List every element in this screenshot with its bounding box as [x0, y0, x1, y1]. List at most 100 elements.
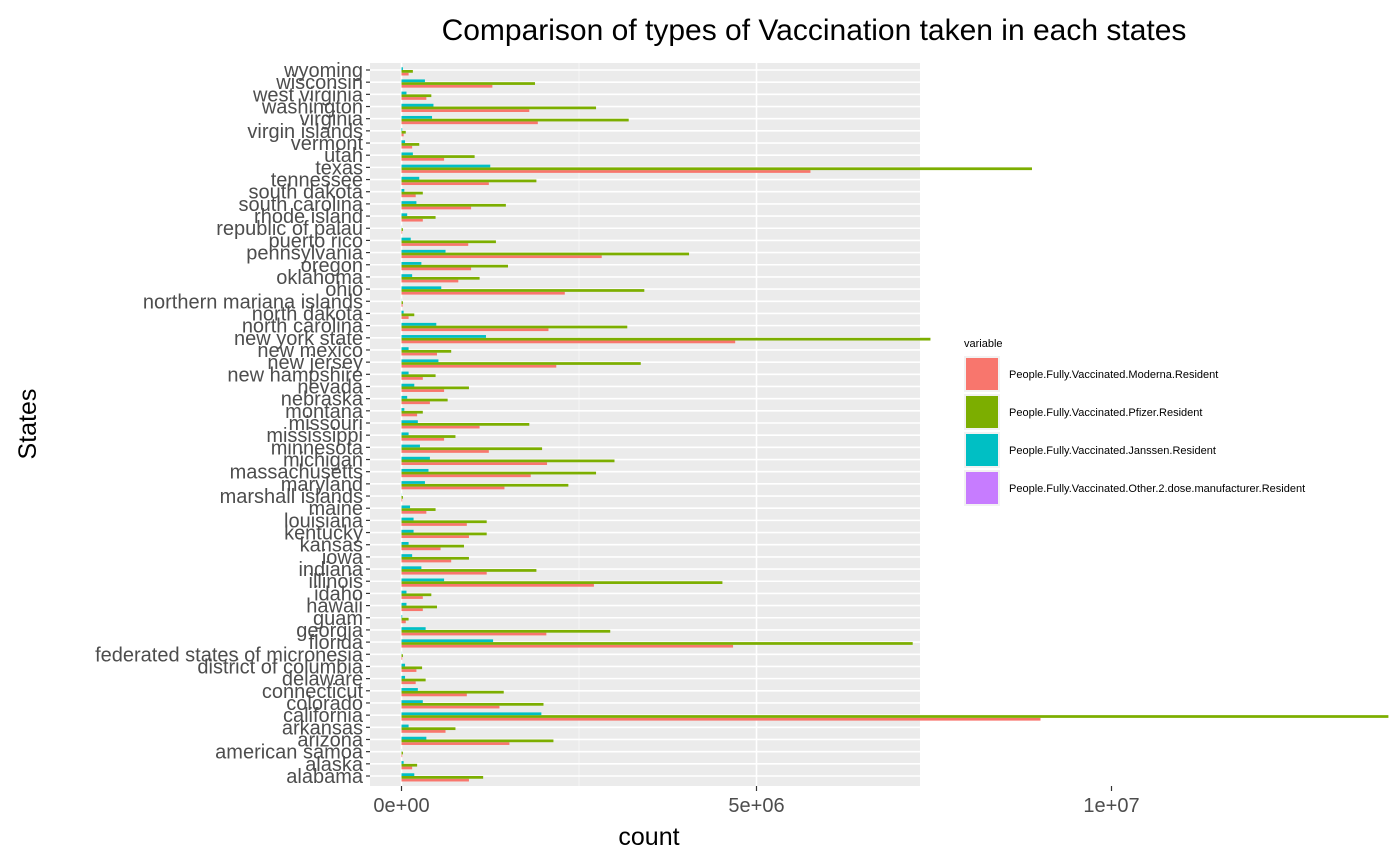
- bar-2: [401, 654, 403, 658]
- bar-3: [401, 152, 413, 156]
- bar-3: [401, 201, 417, 204]
- legend-title: variable: [964, 338, 1003, 350]
- bars: [401, 67, 1389, 782]
- bar-1: [401, 413, 418, 417]
- bar-1: [401, 730, 446, 733]
- bar-1: [401, 766, 413, 770]
- bar-1: [401, 230, 403, 234]
- bar-1: [401, 97, 427, 100]
- bar-1: [401, 632, 547, 636]
- bar-3: [401, 675, 406, 679]
- bar-1: [401, 450, 489, 453]
- bar-1: [401, 401, 430, 405]
- bar-2: [401, 483, 569, 487]
- bar-3: [401, 578, 445, 582]
- y-tick-label: montana: [285, 401, 364, 423]
- bar-3: [401, 761, 404, 764]
- bar-3: [401, 347, 409, 350]
- y-tick-label: vermont: [291, 133, 364, 155]
- bar-1: [401, 681, 416, 685]
- bar-1: [401, 523, 467, 526]
- bar-1: [401, 121, 538, 125]
- bar-2: [401, 313, 415, 317]
- bar-2: [401, 337, 931, 341]
- bar-2: [401, 581, 723, 584]
- bar-3: [401, 712, 542, 716]
- bar-3: [401, 481, 425, 484]
- bar-2: [401, 496, 403, 499]
- y-tick-label: ohio: [325, 279, 363, 301]
- bar-2: [401, 130, 406, 134]
- y-tick-label: new hampshire: [227, 364, 363, 386]
- bar-1: [401, 218, 423, 222]
- bar-3: [401, 322, 437, 326]
- chart-title: Comparison of types of Vaccination taken…: [442, 14, 1187, 47]
- bar-3: [401, 736, 427, 740]
- bar-1: [401, 304, 403, 307]
- y-tick-label: colorado: [286, 693, 363, 715]
- y-tick-label: delaware: [282, 669, 363, 691]
- bar-3: [401, 262, 422, 265]
- bar-2: [401, 106, 597, 110]
- bar-1: [401, 693, 467, 697]
- bar-1: [401, 267, 472, 271]
- y-tick-label: iowa: [322, 547, 364, 569]
- bar-2: [401, 82, 535, 85]
- bar-1: [401, 742, 510, 745]
- y-tick-label: arizona: [297, 729, 363, 751]
- bar-3: [401, 627, 426, 630]
- bar-3: [401, 286, 442, 290]
- y-tick-label: california: [283, 705, 364, 727]
- y-tick-label: louisiana: [284, 510, 364, 532]
- bar-1: [401, 157, 445, 161]
- bar-2: [401, 556, 469, 560]
- bar-1: [401, 145, 413, 149]
- x-tick-label: 1e+07: [1083, 795, 1139, 817]
- bar-2: [401, 544, 464, 548]
- y-tick-label: utah: [324, 145, 363, 167]
- bar-2: [401, 776, 484, 779]
- bar-3: [401, 359, 439, 363]
- bar-3: [401, 310, 404, 314]
- y-tick-label: maryland: [281, 474, 363, 496]
- bar-1: [401, 279, 459, 283]
- bar-1: [401, 389, 445, 392]
- y-tick-label: south dakota: [248, 182, 363, 204]
- bar-3: [401, 688, 418, 691]
- bar-2: [401, 362, 641, 365]
- bar-2: [401, 666, 423, 670]
- bar-1: [401, 364, 557, 368]
- bar-1: [401, 243, 469, 246]
- y-tick-label: wisconsin: [275, 72, 363, 94]
- bar-1: [401, 620, 406, 624]
- bar-3: [401, 456, 430, 460]
- legend-swatch: [966, 472, 998, 504]
- bar-1: [401, 72, 409, 76]
- bar-3: [401, 128, 403, 131]
- bar-2: [401, 289, 645, 292]
- bar-1: [401, 182, 489, 186]
- y-tick-label: virgin islands: [247, 121, 363, 143]
- bar-2: [401, 435, 456, 438]
- bar-1: [401, 583, 594, 587]
- y-tick-label: oklahoma: [276, 267, 364, 289]
- bar-2: [401, 191, 423, 195]
- bar-3: [401, 79, 425, 83]
- y-tick-label: virginia: [300, 109, 364, 131]
- y-tick-label: oregon: [301, 255, 363, 277]
- bar-2: [401, 642, 913, 645]
- bar-2: [401, 276, 480, 280]
- x-tick-label: 0e+00: [373, 795, 429, 817]
- bar-3: [401, 590, 407, 594]
- bar-3: [401, 176, 420, 180]
- bar-3: [401, 408, 405, 411]
- bar-3: [401, 371, 409, 375]
- bar-3: [401, 103, 434, 107]
- y-tick-label: american samoa: [215, 742, 364, 764]
- y-tick-label: nevada: [297, 376, 363, 398]
- bar-2: [401, 520, 487, 524]
- bar-1: [401, 705, 500, 709]
- y-tick-label: indiana: [298, 559, 363, 581]
- bar-2: [401, 70, 413, 73]
- bar-3: [401, 274, 413, 277]
